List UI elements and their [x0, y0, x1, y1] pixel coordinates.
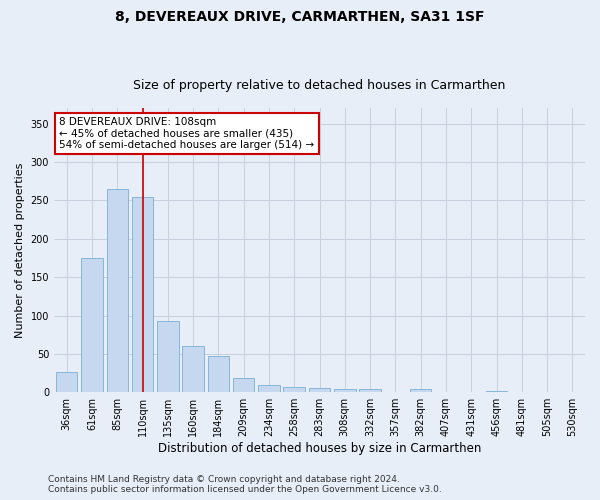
- Bar: [283, 387, 305, 392]
- Bar: [309, 388, 330, 392]
- Text: 8 DEVEREAUX DRIVE: 108sqm
← 45% of detached houses are smaller (435)
54% of semi: 8 DEVEREAUX DRIVE: 108sqm ← 45% of detac…: [59, 117, 314, 150]
- Bar: [334, 389, 356, 392]
- Bar: [258, 384, 280, 392]
- Text: 8, DEVEREAUX DRIVE, CARMARTHEN, SA31 1SF: 8, DEVEREAUX DRIVE, CARMARTHEN, SA31 1SF: [115, 10, 485, 24]
- Bar: [410, 389, 431, 392]
- Bar: [107, 189, 128, 392]
- Title: Size of property relative to detached houses in Carmarthen: Size of property relative to detached ho…: [133, 79, 506, 92]
- Bar: [132, 196, 153, 392]
- Bar: [81, 258, 103, 392]
- Text: Contains HM Land Registry data © Crown copyright and database right 2024.: Contains HM Land Registry data © Crown c…: [48, 475, 400, 484]
- Y-axis label: Number of detached properties: Number of detached properties: [15, 162, 25, 338]
- X-axis label: Distribution of detached houses by size in Carmarthen: Distribution of detached houses by size …: [158, 442, 481, 455]
- Bar: [208, 356, 229, 392]
- Text: Contains public sector information licensed under the Open Government Licence v3: Contains public sector information licen…: [48, 485, 442, 494]
- Bar: [182, 346, 204, 392]
- Bar: [56, 372, 77, 392]
- Bar: [157, 321, 179, 392]
- Bar: [359, 389, 381, 392]
- Bar: [233, 378, 254, 392]
